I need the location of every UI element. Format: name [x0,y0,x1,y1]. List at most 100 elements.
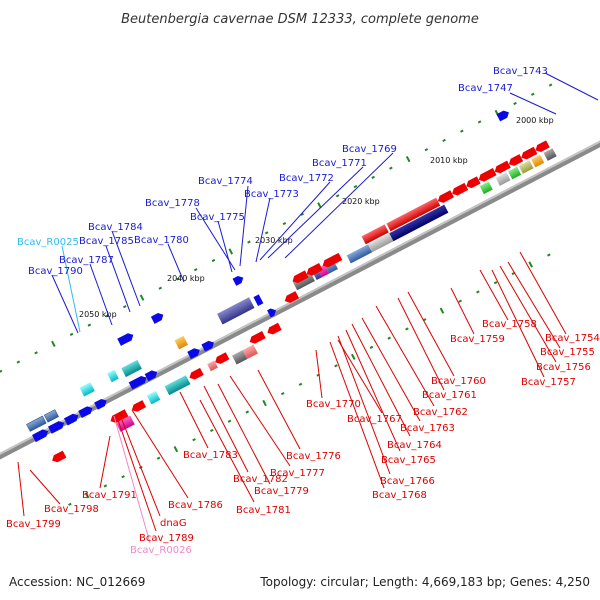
gene-arrow-blue-2 [48,421,65,434]
gene-label-bcav1761[interactable]: Bcav_1761 [422,390,477,401]
gene-arrow-red-18 [521,146,538,160]
gene-label-bcav1783[interactable]: Bcav_1783 [183,450,238,461]
gene-label-dnag[interactable]: dnaG [160,518,187,529]
gene-label-bcav1767[interactable]: Bcav_1767 [347,414,402,425]
scale-label-2050: 2050 kbp [79,310,117,319]
top-gene-labels: Bcav_1743 Bcav_1747 Bcav_1769 Bcav_1771 … [17,66,548,277]
gene-label-bcav1769[interactable]: Bcav_1769 [342,144,397,155]
gene-arrow-red-5 [215,352,230,364]
gene-arrow-red-11 [322,252,343,268]
gene-label-bcav1757[interactable]: Bcav_1757 [521,377,576,388]
gene-label-bcav1773[interactable]: Bcav_1773 [244,189,299,200]
gene-label-bcav1758[interactable]: Bcav_1758 [482,319,537,330]
gene-box-lgray-2 [495,172,511,186]
gene-label-bcav1743[interactable]: Bcav_1743 [493,66,548,77]
gene-arrow-red-10 [306,263,323,276]
gene-label-bcav1786[interactable]: Bcav_1786 [168,500,223,511]
scale-labels: 2000 kbp 2010 kbp 2020 kbp 2030 kbp 2040… [79,116,554,319]
gene-arrow-blue-11 [267,308,277,318]
gene-label-bcav1763[interactable]: Bcav_1763 [400,423,455,434]
gene-label-bcav1760[interactable]: Bcav_1760 [431,376,486,387]
gene-label-bcav1771[interactable]: Bcav_1771 [312,158,367,169]
gene-label-bcav1791[interactable]: Bcav_1791 [82,490,137,501]
gene-label-bcav1774[interactable]: Bcav_1774 [198,176,253,187]
gene-label-bcav1747[interactable]: Bcav_1747 [458,83,513,94]
gene-arrow-red-12 [437,190,454,203]
gene-box-gray-1 [292,272,315,291]
gene-label-bcav1755[interactable]: Bcav_1755 [540,347,595,358]
gene-box-red-2 [386,197,441,232]
gene-label-bcav1782[interactable]: Bcav_1782 [233,474,288,485]
gene-label-bcav1765[interactable]: Bcav_1765 [381,455,436,466]
gene-label-bcav1798[interactable]: Bcav_1798 [44,504,99,515]
gene-label-bcav1762[interactable]: Bcav_1762 [413,407,468,418]
gene-label-bcav1772[interactable]: Bcav_1772 [279,173,334,184]
gene-box-olive-1 [518,160,534,174]
gene-box-red-1 [361,224,389,245]
gene-box-pink-2 [242,344,258,360]
gene-box-lgray-1 [367,233,394,253]
gene-arrow-blue-6 [128,375,147,390]
gene-arrow-red-3 [131,400,147,412]
gene-label-bcav1785[interactable]: Bcav_1785 [79,236,134,247]
gene-box-orange-1 [174,335,189,350]
gene-arrow-red-9 [292,270,309,284]
gene-box-pink-1 [207,360,218,372]
gene-arrow-red-6 [249,331,266,344]
gene-label-bcavR0026[interactable]: Bcav_R0026 [130,545,192,556]
gene-arrow-blue-5 [94,398,107,410]
map-title: Beutenbergia cavernae DSM 12333, complet… [121,12,479,27]
gene-box-teal-1 [121,359,142,378]
gene-label-bcav1787[interactable]: Bcav_1787 [59,255,114,266]
gene-label-bcav1754[interactable]: Bcav_1754 [545,333,600,344]
gene-arrow-blue-4 [78,406,93,419]
gene-label-bcav1781[interactable]: Bcav_1781 [236,505,291,516]
gene-arrow-blue-1 [32,429,49,443]
genome-backbone-group [0,83,600,506]
gene-label-bcav1779[interactable]: Bcav_1779 [254,486,309,497]
gene-label-bcav1799[interactable]: Bcav_1799 [6,519,61,530]
gene-label-bcav1775[interactable]: Bcav_1775 [190,212,245,223]
gene-label-bcav1759[interactable]: Bcav_1759 [450,334,505,345]
reverse-genes [52,140,550,463]
gene-label-bcav1790[interactable]: Bcav_1790 [28,266,83,277]
gene-label-bcav1780[interactable]: Bcav_1780 [134,235,189,246]
gene-box-cyan-2 [107,369,119,383]
gene-label-bcavR0025[interactable]: Bcav_R0025 [17,237,79,248]
gene-arrow-blue-13 [150,313,164,324]
gene-label-bcav1770[interactable]: Bcav_1770 [306,399,361,410]
gene-label-bcav1789[interactable]: Bcav_1789 [139,533,194,544]
bottom-gene-labels: Bcav_1758 Bcav_1754 Bcav_1759 Bcav_1755 … [6,319,600,556]
gene-box-gray-2 [543,148,557,161]
gene-label-bcav1784[interactable]: Bcav_1784 [88,222,143,233]
gene-arrow-blue-7 [144,370,158,382]
gene-box-orange-2 [531,154,545,168]
gene-arrow-red-19 [535,140,550,153]
gene-label-bcav1776[interactable]: Bcav_1776 [286,451,341,462]
gene-box-steel-1 [26,415,47,432]
gene-arrow-red-7 [267,322,282,335]
gene-box-steel-2 [43,409,59,423]
gene-label-bcav1766[interactable]: Bcav_1766 [380,476,435,487]
gene-box-cyan-1 [79,382,95,397]
gene-box-steel-4 [346,244,373,264]
gene-arrow-blue-12 [117,333,134,346]
gene-arrow-red-16 [494,160,511,174]
gene-label-bcav1768[interactable]: Bcav_1768 [372,490,427,501]
accession-text: Accession: NC_012669 [9,575,145,589]
scale-label-2000: 2000 kbp [516,116,554,125]
gene-box-green-1 [479,181,493,195]
gene-label-bcav1778[interactable]: Bcav_1778 [145,198,200,209]
top-leader-lines [51,72,599,334]
gene-arrow-red-15 [478,168,497,182]
gene-arrow-blue-15 [496,110,509,122]
gene-label-bcav1764[interactable]: Bcav_1764 [387,440,442,451]
gene-label-bcav1777[interactable]: Bcav_1777 [270,468,325,479]
scale-label-2020: 2020 kbp [342,197,380,206]
gene-box-teal-2 [164,375,191,396]
gene-arrow-blue-10 [253,294,264,307]
gene-label-bcav1756[interactable]: Bcav_1756 [536,362,591,373]
gene-box-navy-1 [389,204,449,242]
gene-box-cyan-3 [146,390,161,405]
